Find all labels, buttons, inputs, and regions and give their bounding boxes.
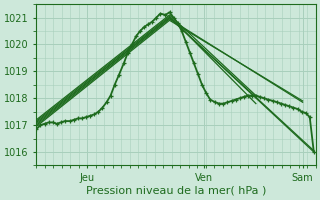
X-axis label: Pression niveau de la mer( hPa ): Pression niveau de la mer( hPa ): [86, 186, 266, 196]
